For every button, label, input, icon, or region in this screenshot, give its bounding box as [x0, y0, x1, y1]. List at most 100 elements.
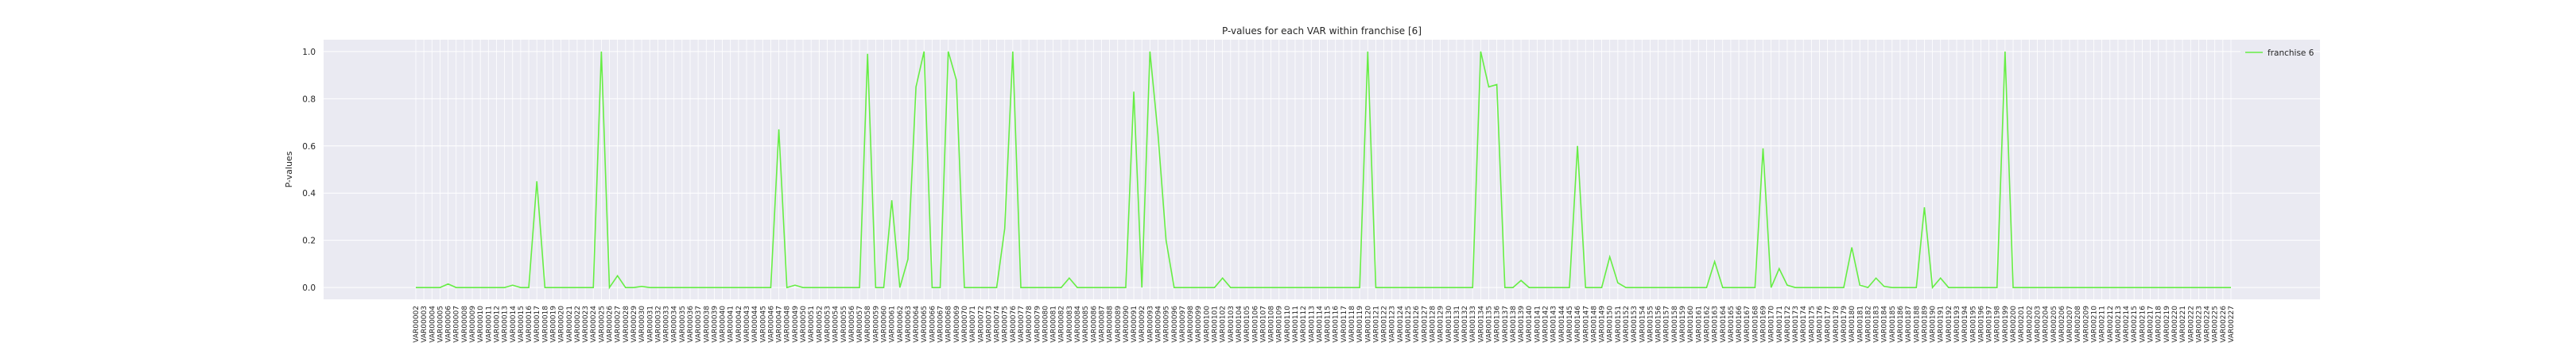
- x-tick-label: VAR00070: [961, 306, 969, 343]
- x-tick-label: VAR00009: [469, 306, 477, 343]
- x-tick-label: VAR00080: [1042, 306, 1049, 343]
- x-tick-label: VAR00017: [533, 306, 541, 343]
- x-tick-label: VAR00044: [751, 306, 759, 343]
- x-tick-label: VAR00101: [1212, 306, 1220, 343]
- x-tick-label: VAR00081: [1050, 306, 1058, 343]
- x-tick-label: VAR00055: [840, 306, 848, 343]
- x-tick-label: VAR00054: [832, 306, 840, 343]
- x-tick-label: VAR00086: [1090, 306, 1098, 343]
- x-tick-label: VAR00127: [1421, 306, 1429, 343]
- x-tick-label: VAR00057: [856, 306, 864, 343]
- x-tick-label: VAR00046: [767, 306, 775, 343]
- x-tick-label: VAR00120: [1364, 306, 1372, 343]
- plot-background: [324, 40, 2320, 299]
- x-tick-label: VAR00030: [638, 306, 646, 343]
- x-tick-label: VAR00183: [1873, 306, 1881, 343]
- x-tick-label: VAR00139: [1518, 306, 1526, 343]
- x-tick-label: VAR00191: [1938, 306, 1946, 343]
- x-tick-label: VAR00200: [2010, 306, 2018, 343]
- x-tick-label: VAR00190: [1930, 306, 1938, 343]
- x-tick-label: VAR00217: [2147, 306, 2155, 343]
- x-tick-label: VAR00023: [582, 306, 590, 343]
- x-tick-label: VAR00002: [413, 306, 421, 343]
- x-tick-label: VAR00130: [1445, 306, 1453, 343]
- x-tick-label: VAR00166: [1736, 306, 1744, 343]
- x-tick-label: VAR00182: [1864, 306, 1872, 343]
- x-tick-label: VAR00083: [1066, 306, 1074, 343]
- y-tick-label: 0.0: [302, 283, 316, 293]
- x-tick-label: VAR00060: [881, 306, 889, 343]
- legend-label-franchise-6: franchise 6: [2268, 48, 2314, 58]
- x-tick-label: VAR00188: [1913, 306, 1921, 343]
- x-tick-label: VAR00136: [1494, 306, 1502, 343]
- x-tick-label: VAR00172: [1784, 306, 1792, 343]
- x-tick-labels: VAR00002 VAR00003 VAR00004 VAR00005 VAR00006…: [413, 306, 2236, 343]
- x-tick-label: VAR00119: [1356, 306, 1364, 343]
- x-tick-label: VAR00204: [2043, 306, 2050, 343]
- x-tick-label: VAR00126: [1413, 306, 1421, 343]
- x-tick-label: VAR00050: [800, 306, 808, 343]
- x-tick-label: VAR00163: [1712, 306, 1720, 343]
- x-tick-label: VAR00058: [864, 306, 872, 343]
- x-tick-label: VAR00099: [1195, 306, 1203, 343]
- x-tick-label: VAR00162: [1703, 306, 1711, 343]
- x-tick-label: VAR00168: [1752, 306, 1759, 343]
- x-tick-label: VAR00141: [1534, 306, 1542, 343]
- x-tick-label: VAR00042: [735, 306, 743, 343]
- x-tick-label: VAR00082: [1058, 306, 1066, 343]
- x-tick-label: VAR00221: [2179, 306, 2187, 343]
- x-tick-label: VAR00007: [453, 306, 461, 343]
- x-tick-label: VAR00148: [1590, 306, 1598, 343]
- x-tick-label: VAR00077: [1018, 306, 1026, 343]
- x-tick-label: VAR00026: [607, 306, 615, 343]
- x-tick-label: VAR00203: [2034, 306, 2042, 343]
- x-tick-label: VAR00102: [1220, 306, 1228, 343]
- x-tick-label: VAR00013: [502, 306, 510, 343]
- x-tick-label: VAR00175: [1808, 306, 1816, 343]
- legend: franchise 6: [2240, 44, 2314, 60]
- x-tick-label: VAR00109: [1276, 306, 1284, 343]
- x-tick-label: VAR00011: [485, 306, 493, 343]
- x-tick-label: VAR00035: [679, 306, 687, 343]
- x-tick-label: VAR00196: [1977, 306, 1985, 343]
- x-tick-label: VAR00187: [1905, 306, 1913, 343]
- x-tick-label: VAR00008: [461, 306, 469, 343]
- x-tick-label: VAR00125: [1405, 306, 1413, 343]
- x-tick-label: VAR00012: [493, 306, 501, 343]
- x-tick-label: VAR00065: [921, 306, 929, 343]
- x-tick-label: VAR00038: [703, 306, 711, 343]
- x-tick-label: VAR00090: [1123, 306, 1131, 343]
- legend-box: [2240, 44, 2312, 60]
- x-tick-label: VAR00045: [759, 306, 767, 343]
- x-tick-label: VAR00100: [1203, 306, 1211, 343]
- x-tick-label: VAR00189: [1921, 306, 1929, 343]
- x-tick-label: VAR00048: [784, 306, 792, 343]
- x-tick-label: VAR00206: [2058, 306, 2066, 343]
- x-tick-label: VAR00056: [848, 306, 856, 343]
- x-tick-label: VAR00021: [566, 306, 574, 343]
- x-tick-label: VAR00153: [1631, 306, 1639, 343]
- x-tick-label: VAR00076: [1010, 306, 1018, 343]
- x-tick-label: VAR00160: [1687, 306, 1695, 343]
- x-tick-label: VAR00075: [1002, 306, 1010, 343]
- x-tick-label: VAR00037: [695, 306, 703, 343]
- x-tick-label: VAR00111: [1292, 306, 1300, 343]
- x-tick-label: VAR00107: [1259, 306, 1267, 343]
- x-tick-label: VAR00186: [1897, 306, 1905, 343]
- x-tick-label: VAR00052: [816, 306, 824, 343]
- x-tick-label: VAR00039: [711, 306, 719, 343]
- x-tick-label: VAR00201: [2018, 306, 2026, 343]
- x-tick-label: VAR00205: [2050, 306, 2058, 343]
- x-tick-label: VAR00137: [1502, 306, 1510, 343]
- x-tick-label: VAR00220: [2171, 306, 2179, 343]
- x-tick-label: VAR00006: [445, 306, 453, 343]
- x-tick-label: VAR00145: [1566, 306, 1574, 343]
- x-tick-label: VAR00226: [2220, 306, 2228, 343]
- x-tick-label: VAR00192: [1946, 306, 1953, 343]
- x-tick-label: VAR00096: [1171, 306, 1179, 343]
- x-tick-label: VAR00053: [824, 306, 832, 343]
- x-tick-label: VAR00122: [1381, 306, 1389, 343]
- x-tick-label: VAR00138: [1510, 306, 1518, 343]
- x-tick-label: VAR00115: [1325, 306, 1333, 343]
